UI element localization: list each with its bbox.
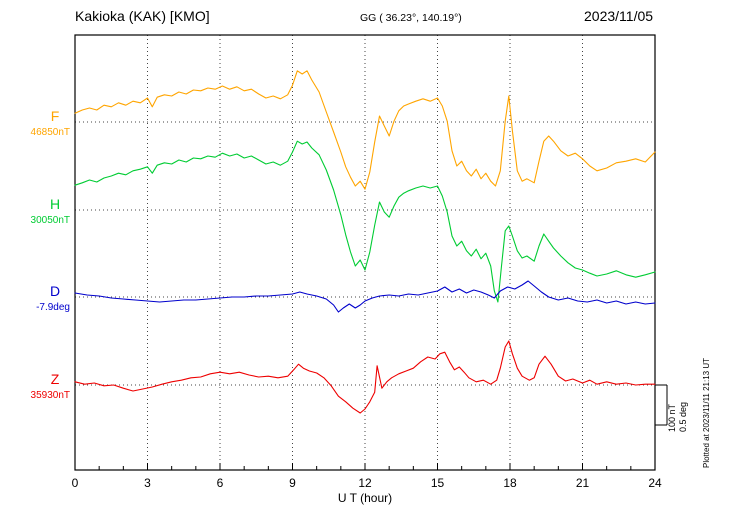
x-tick-label: 18 — [503, 476, 517, 490]
x-tick-label: 12 — [358, 476, 372, 490]
channel-baseline-D: -7.9deg — [36, 302, 70, 313]
x-tick-label: 0 — [71, 476, 79, 490]
trace-D — [74, 280, 656, 313]
trace-Z — [74, 340, 656, 414]
scale-bar-deg-label: 0.5 deg — [678, 401, 688, 432]
x-tick-label: 6 — [216, 476, 224, 490]
plot-frame — [74, 34, 656, 471]
x-tick-label: 24 — [648, 476, 662, 490]
channel-baseline-F: 46850nT — [30, 127, 70, 138]
x-axis-label: U T (hour) — [337, 491, 393, 505]
x-tick-label: 15 — [430, 476, 445, 490]
plotted-timestamp-note: Plotted at 2023/11/11 21:13 UT — [702, 357, 711, 468]
channel-baseline-Z: 35930nT — [30, 390, 70, 401]
trace-F — [74, 70, 656, 190]
plot-date: 2023/11/05 — [584, 8, 654, 24]
channel-label-D: D — [49, 283, 61, 299]
channel-label-Z: Z — [50, 371, 60, 387]
channel-label-F: F — [50, 108, 60, 124]
channel-label-H: H — [49, 196, 61, 212]
trace-H — [74, 140, 656, 303]
station-coordinates: GG ( 36.23°, 140.19°) — [360, 12, 462, 24]
x-tick-label: 9 — [289, 476, 296, 490]
x-tick-label: 21 — [575, 476, 590, 490]
station-title: Kakioka (KAK) [KMO] — [75, 8, 210, 24]
channel-baseline-H: 30050nT — [30, 215, 70, 226]
x-tick-label: 3 — [144, 476, 151, 490]
